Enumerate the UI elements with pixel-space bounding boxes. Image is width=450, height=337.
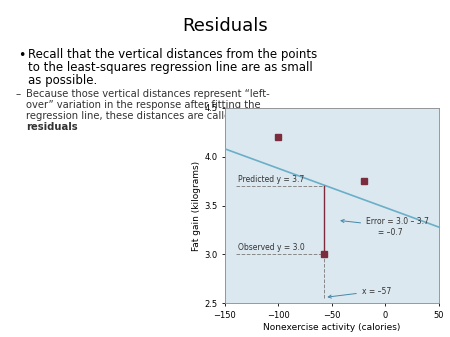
Text: Because those vertical distances represent “left-: Because those vertical distances represe… xyxy=(26,89,270,99)
Text: residuals: residuals xyxy=(26,122,77,132)
Text: regression line, these distances are called: regression line, these distances are cal… xyxy=(26,111,237,121)
Text: –: – xyxy=(16,89,21,99)
Text: Residuals: Residuals xyxy=(182,17,268,35)
Text: •: • xyxy=(18,49,25,62)
X-axis label: Nonexercise activity (calories): Nonexercise activity (calories) xyxy=(263,323,400,332)
Y-axis label: Fat gain (kilograms): Fat gain (kilograms) xyxy=(192,160,201,251)
Text: as possible.: as possible. xyxy=(28,74,97,87)
Text: over” variation in the response after fitting the: over” variation in the response after fi… xyxy=(26,100,261,110)
Text: Recall that the vertical distances from the points: Recall that the vertical distances from … xyxy=(28,48,317,61)
Text: Predicted y = 3.7: Predicted y = 3.7 xyxy=(238,175,304,184)
Text: x = –57: x = –57 xyxy=(328,286,391,298)
Text: .: . xyxy=(66,122,69,132)
Text: to the least-squares regression line are as small: to the least-squares regression line are… xyxy=(28,61,313,74)
Text: Error = 3.0 – 3.7
     = –0.7: Error = 3.0 – 3.7 = –0.7 xyxy=(341,217,429,237)
Text: Observed y = 3.0: Observed y = 3.0 xyxy=(238,243,305,252)
